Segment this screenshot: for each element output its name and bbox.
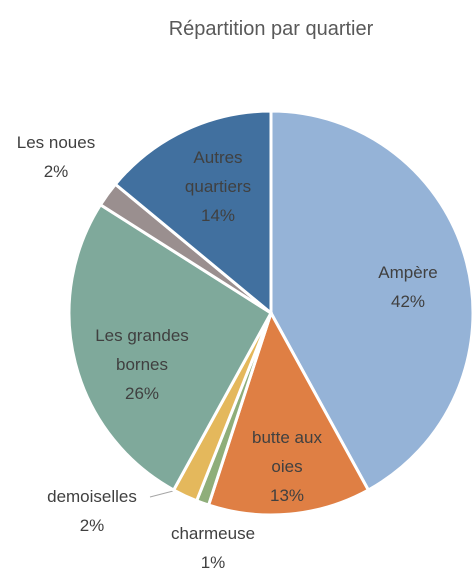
label-name: Les grandes bornes — [95, 326, 189, 374]
data-label: butte aux oies 13% — [237, 423, 337, 510]
label-value: 2% — [43, 162, 69, 181]
pie-slice — [269, 109, 473, 493]
pie-slice — [206, 309, 371, 517]
label-value: 13% — [269, 486, 305, 505]
data-label: Les grandes bornes 26% — [77, 321, 207, 408]
label-value: 42% — [390, 292, 426, 311]
label-name: Ampère — [378, 263, 438, 282]
label-value: 26% — [124, 384, 160, 403]
label-value: 2% — [79, 516, 105, 535]
label-value: 1% — [200, 553, 226, 572]
label-name: Autres quartiers — [184, 148, 252, 196]
data-label: Les noues 2% — [11, 128, 101, 186]
pie-slice — [67, 202, 273, 493]
data-label: charmeuse 1% — [153, 519, 273, 577]
data-label: Ampère 42% — [363, 258, 453, 316]
label-name: butte aux oies — [252, 428, 322, 476]
label-name: demoiselles — [47, 487, 137, 506]
leader-line — [149, 489, 178, 498]
pie-slice — [113, 109, 273, 317]
label-name: Les noues — [16, 133, 96, 152]
label-value: 14% — [200, 206, 236, 225]
label-name: charmeuse — [170, 524, 256, 543]
chart-title: Répartition par quartier — [168, 18, 374, 40]
data-label: demoiselles 2% — [27, 482, 157, 540]
data-label: Autres quartiers 14% — [173, 143, 263, 230]
